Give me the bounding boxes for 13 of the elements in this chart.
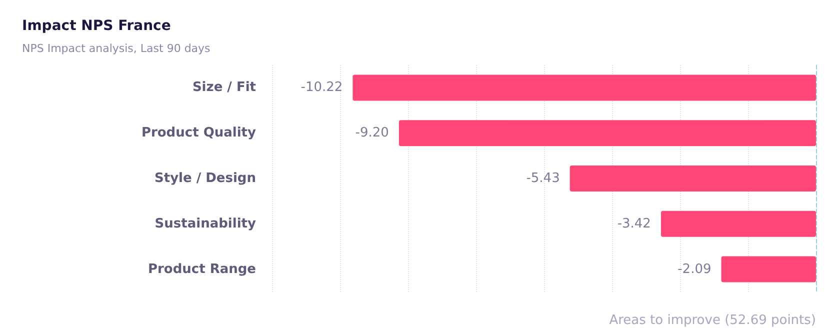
y-tick-label: Product Quality <box>141 126 257 141</box>
data-label: -10.22 <box>300 80 343 96</box>
data-label: -9.20 <box>355 126 389 141</box>
data-label: -2.09 <box>678 262 712 277</box>
y-tick-label: Product Range <box>148 262 256 277</box>
data-label: -5.43 <box>526 171 560 186</box>
y-tick-label: Size / Fit <box>192 80 256 96</box>
x-axis-title: Areas to improve (52.69 points) <box>609 313 816 328</box>
data-label: -3.42 <box>617 216 651 232</box>
text: Impact NPS France <box>22 18 171 34</box>
y-tick-label: Style / Design <box>154 171 256 186</box>
y-tick-label: Sustainability <box>154 216 257 232</box>
text: NPS Impact analysis, Last 90 days <box>22 42 211 55</box>
